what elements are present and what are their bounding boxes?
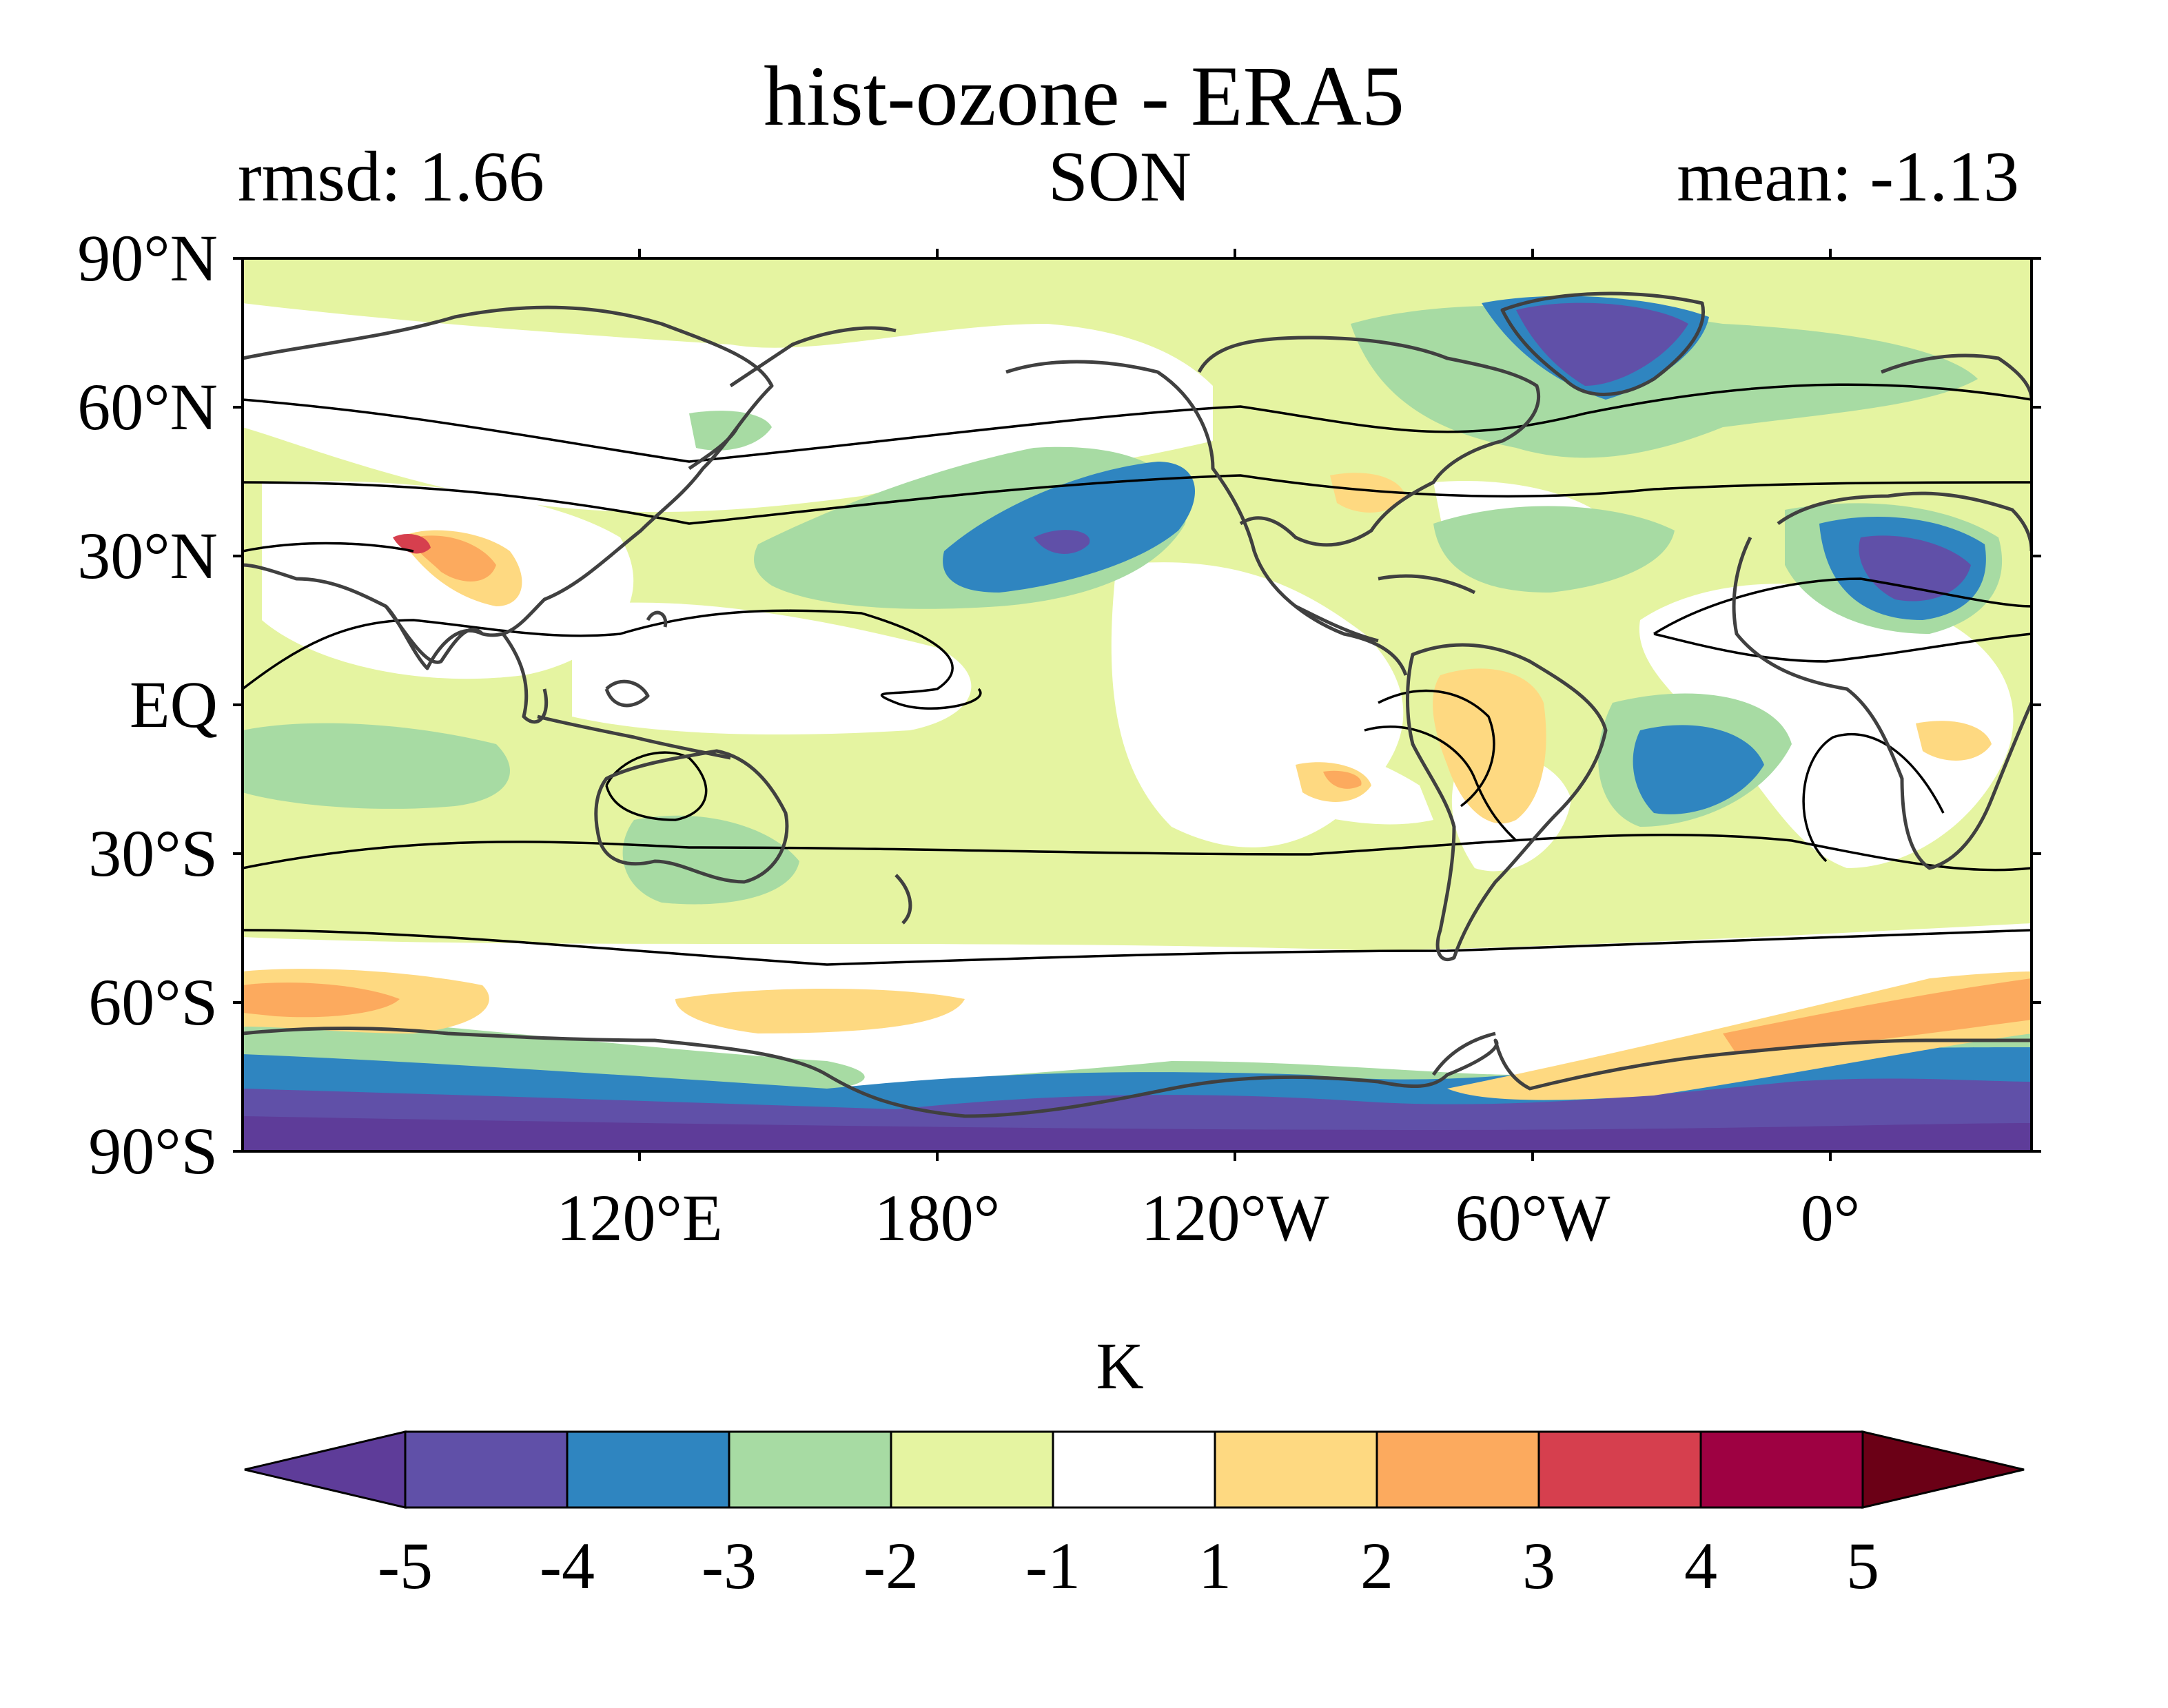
climatology-contours: [243, 383, 2032, 966]
colorbar-bin: [728, 1430, 892, 1509]
colorbar-bin: [566, 1430, 730, 1509]
lon-label: 60°W: [1455, 1181, 1610, 1255]
lon-label: 180°: [874, 1181, 1001, 1255]
colorbar-tick-label: 4: [1684, 1529, 1717, 1603]
colorbar-tick-label: -1: [1025, 1529, 1081, 1603]
season-label: SON: [1047, 137, 1192, 216]
colorbar-bin: [890, 1430, 1054, 1509]
rmsd-label: rmsd: 1.66: [238, 137, 544, 216]
colorbar-bin: [404, 1430, 569, 1509]
colorbar-bin: [1376, 1430, 1540, 1509]
colorbar-extend-low: [244, 1430, 407, 1509]
colorbar-tick-label: -3: [702, 1529, 757, 1603]
colorbar-tick-label: 1: [1198, 1529, 1231, 1603]
colorbar-tick-label: -5: [378, 1529, 433, 1603]
colorbar-unit: K: [1096, 1329, 1144, 1403]
lat-label: EQ: [130, 668, 218, 741]
colorbar-extend-high: [1861, 1430, 2025, 1509]
colorbar-tick-label: 5: [1846, 1529, 1879, 1603]
colorbar-tick-label: 3: [1522, 1529, 1555, 1603]
colorbar-bin: [1537, 1430, 1702, 1509]
coastlines: [243, 291, 2032, 1118]
mean-label: mean: -1.13: [1677, 137, 2019, 216]
lon-label: 120°E: [556, 1181, 723, 1255]
lat-label: 90°S: [88, 1114, 218, 1188]
colorbar-tick-label: -4: [540, 1529, 595, 1603]
colorbar-bin: [1052, 1430, 1216, 1509]
lat-label: 30°S: [88, 816, 218, 890]
lon-label: 120°W: [1141, 1181, 1329, 1255]
colorbar-bin: [1214, 1430, 1378, 1509]
lat-label: 60°S: [88, 965, 218, 1039]
plot-title: hist-ozone - ERA5: [764, 49, 1404, 143]
lon-label: 0°: [1800, 1181, 1861, 1255]
map-ticks: [233, 249, 2041, 1161]
colorbar-tick-label: 2: [1360, 1529, 1393, 1603]
lat-label: 30°N: [77, 519, 218, 593]
colorbar-bins: [404, 1430, 1864, 1509]
colorbar-tick-label: -2: [863, 1529, 919, 1603]
colorbar-bin: [1699, 1430, 1864, 1509]
colorbar: [244, 1430, 2025, 1509]
anomaly-field: [243, 258, 2032, 1151]
lat-label: 60°N: [77, 370, 218, 444]
lat-label: 90°N: [77, 221, 218, 295]
